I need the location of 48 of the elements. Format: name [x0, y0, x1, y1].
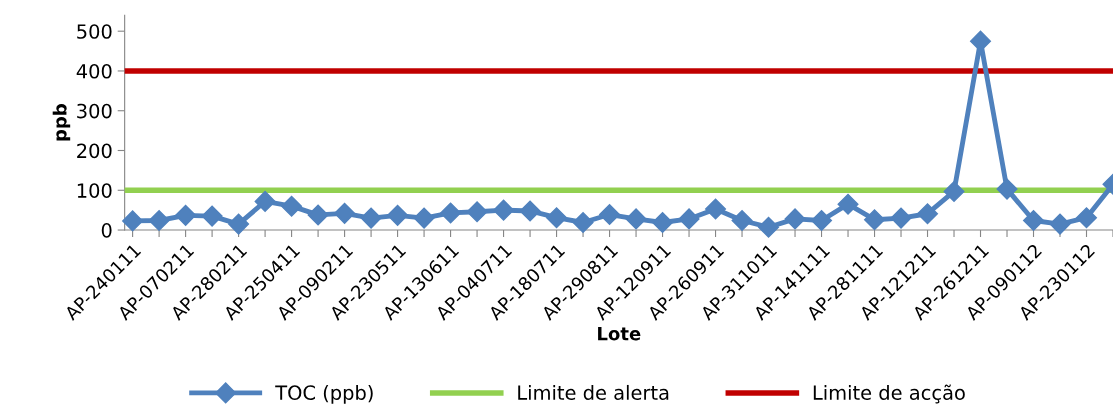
y-tick-label: 0 — [101, 223, 112, 238]
point — [148, 209, 170, 232]
point — [599, 204, 621, 226]
y-tick-label: 100 — [77, 183, 112, 198]
point — [572, 211, 594, 234]
point — [201, 205, 223, 227]
point — [811, 209, 833, 232]
point — [837, 193, 859, 215]
point — [969, 30, 992, 52]
point — [387, 204, 409, 226]
point — [281, 195, 303, 217]
point — [254, 190, 276, 212]
point — [996, 178, 1018, 200]
point — [122, 210, 144, 232]
point — [943, 180, 965, 202]
legend-label: Limite de acção — [813, 384, 965, 404]
point — [546, 207, 568, 229]
point — [334, 202, 356, 224]
point — [360, 207, 382, 229]
point — [1075, 207, 1098, 229]
point — [1049, 213, 1071, 235]
point — [519, 200, 541, 222]
y-tick-label: 300 — [77, 103, 112, 119]
point — [307, 204, 329, 226]
point — [440, 202, 462, 224]
y-tick-label: 500 — [77, 24, 112, 39]
point — [652, 211, 674, 234]
point — [413, 207, 435, 229]
point — [466, 201, 488, 223]
point — [175, 204, 197, 226]
point — [228, 213, 250, 235]
point — [705, 198, 727, 220]
point — [758, 216, 780, 238]
point — [1022, 209, 1045, 232]
point — [917, 203, 939, 225]
y-tick-label: 400 — [76, 63, 112, 79]
legend-label: TOC (ppb) — [275, 384, 373, 404]
point — [678, 208, 700, 230]
point — [625, 208, 647, 230]
point — [864, 209, 886, 231]
y-tick-label: 200 — [77, 143, 112, 159]
point — [493, 199, 515, 221]
y-axis-title: ppb — [52, 104, 71, 141]
point — [890, 207, 912, 229]
x-axis-title: Lote — [598, 327, 641, 341]
point — [731, 209, 753, 232]
point — [784, 208, 806, 230]
legend-label: Limite de alerta — [518, 384, 669, 400]
